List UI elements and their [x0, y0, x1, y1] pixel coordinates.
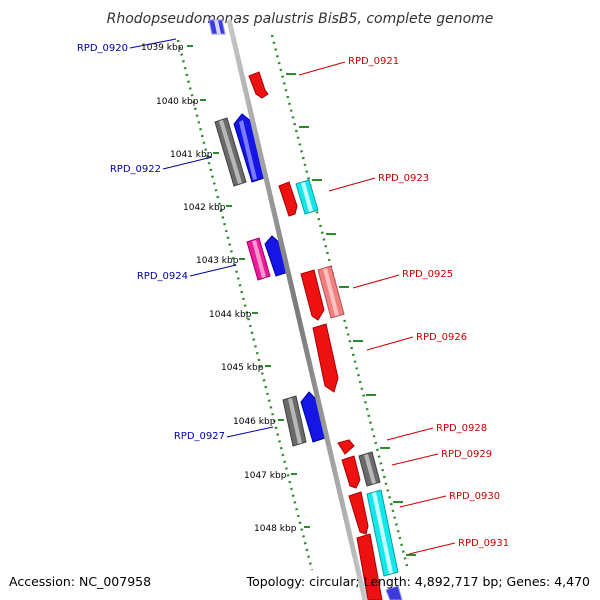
leader-rpd-0928 [386, 427, 434, 441]
leader-rpd-0927 [226, 426, 274, 438]
kbp-label: 1047 kbp [244, 471, 287, 481]
kbp-label: 1042 kbp [183, 203, 226, 213]
gene-highlight [219, 120, 242, 184]
topology-text: Topology: circular; Length: 4,892,717 bp… [246, 574, 590, 589]
gene-label-left[interactable]: RPD_0922 [110, 164, 161, 175]
kbp-label: 1041 kbp [170, 150, 213, 160]
leader-rpd-0924 [189, 264, 237, 277]
gene-label-right[interactable]: RPD_0926 [416, 332, 467, 343]
left-track [176, 39, 314, 571]
genes [208, 19, 403, 600]
kbp-label: 1045 kbp [221, 363, 264, 373]
kbp-ticks [187, 45, 416, 556]
right-track [270, 34, 410, 571]
gene-highlight [372, 492, 393, 574]
gene-rpd-0926[interactable] [312, 323, 339, 393]
genome-axis [226, 19, 368, 600]
gene-label-left[interactable]: RPD_0927 [174, 431, 225, 442]
leader-rpd-0930 [399, 495, 447, 508]
gene-label-right[interactable]: RPD_0925 [402, 269, 453, 280]
leader-rpd-0925 [352, 274, 400, 289]
gene-highlight [364, 454, 376, 484]
gene-label-right[interactable]: RPD_0931 [458, 538, 509, 549]
gene-label-right[interactable]: RPD_0929 [441, 449, 492, 460]
gene-highlight [301, 182, 313, 212]
kbp-label: 1040 kbp [156, 97, 199, 107]
gene-rpd-0930-red[interactable] [348, 491, 369, 535]
gene-rpd-0923-red[interactable] [278, 181, 298, 217]
gene-label-right[interactable]: RPD_0928 [436, 423, 487, 434]
kbp-label: 1039 kbp [141, 43, 184, 53]
gene-rpd-0921[interactable] [248, 71, 269, 99]
gene-rpd-0931[interactable] [356, 533, 383, 600]
kbp-label: 1043 kbp [196, 256, 239, 266]
gene-label-left[interactable]: RPD_0924 [137, 271, 188, 282]
leader-rpd-0921 [298, 61, 346, 76]
gene-label-right[interactable]: RPD_0923 [378, 173, 429, 184]
leader-rpd-0920 [129, 38, 177, 49]
leader-rpd-0931 [408, 542, 456, 555]
gene-label-right[interactable]: RPD_0930 [449, 491, 500, 502]
kbp-label: 1044 kbp [209, 310, 252, 320]
gene-label-right[interactable]: RPD_0921 [348, 56, 399, 67]
gene-highlight [288, 398, 302, 444]
gene-highlight [214, 20, 221, 34]
gene-rpd-0928[interactable] [337, 439, 355, 455]
gene-highlight [239, 120, 257, 180]
gene-bottom-blue[interactable] [385, 585, 403, 600]
map-title: Rhodopseudomonas palustris BisB5, comple… [107, 11, 494, 27]
accession-text: Accession: NC_007958 [9, 574, 151, 589]
gene-rpd-0929-red[interactable] [341, 455, 361, 489]
gene-highlight [323, 268, 339, 316]
gene-label-left[interactable]: RPD_0920 [77, 43, 128, 54]
leader-rpd-0923 [328, 177, 376, 192]
leader-rpd-0926 [366, 336, 414, 351]
kbp-label: 1046 kbp [233, 417, 276, 427]
kbp-label: 1048 kbp [254, 524, 297, 534]
leader-rpd-0922 [162, 156, 213, 170]
leader-lines [129, 38, 456, 555]
gene-highlight [252, 240, 266, 278]
gene-rpd-0925-red[interactable] [300, 269, 325, 321]
leader-rpd-0929 [391, 453, 439, 466]
